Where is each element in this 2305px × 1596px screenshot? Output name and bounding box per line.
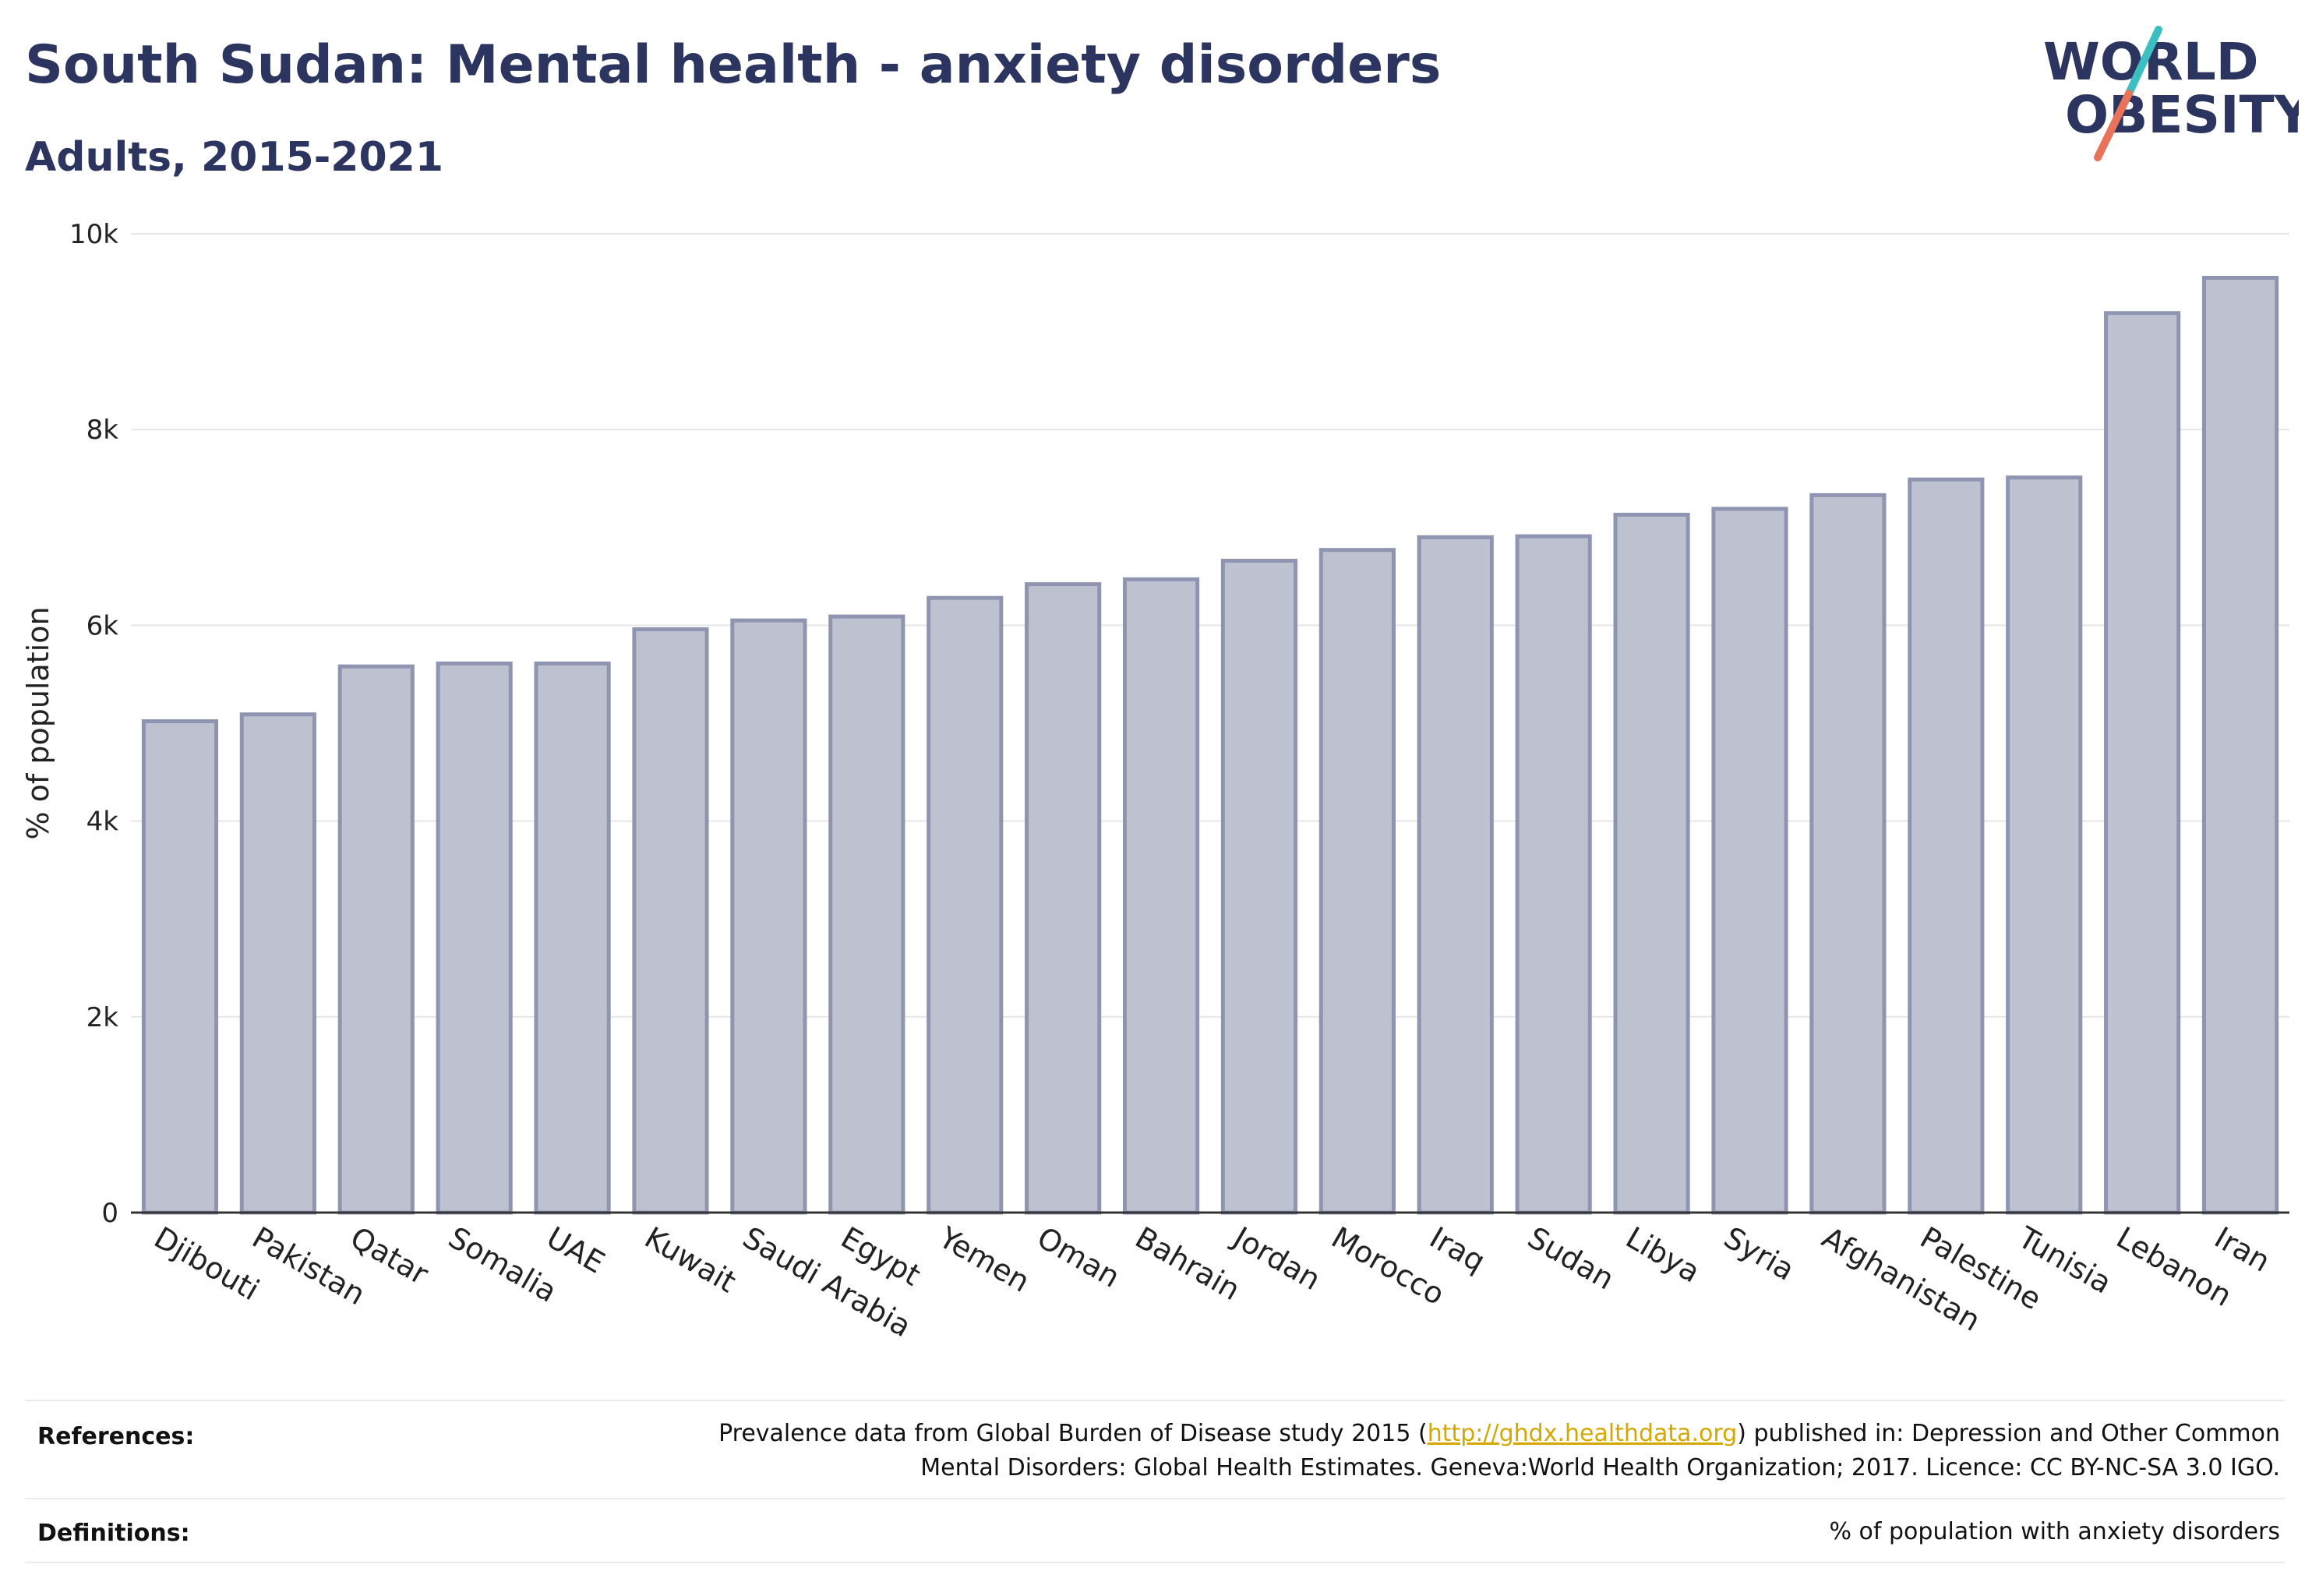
- bars: [141, 276, 2279, 1215]
- x-tick-label: Syria: [1718, 1220, 1800, 1287]
- x-tick-label: Djibouti: [148, 1220, 265, 1308]
- x-tick-label: Iran: [2209, 1220, 2276, 1279]
- bar-uae: [534, 661, 611, 1215]
- x-tick-label: Pakistan: [246, 1220, 371, 1312]
- x-tick-label: Sudan: [1522, 1220, 1620, 1297]
- definitions-label: Definitions:: [37, 1520, 190, 1547]
- references-text: Prevalence data from Global Burden of Di…: [718, 1417, 2280, 1485]
- y-tick-label: 8k: [86, 415, 119, 446]
- x-tick-label: Saudi Arabia: [737, 1220, 917, 1344]
- logo-slash-teal: [2125, 26, 2162, 97]
- bar-afghanistan: [1809, 493, 1887, 1215]
- world-obesity-logo: WORLD OBESITY: [2043, 26, 2299, 161]
- bar-kuwait: [632, 627, 709, 1215]
- definitions-text: % of population with anxiety disorders: [1829, 1518, 2280, 1545]
- references-link[interactable]: http://ghdx.healthdata.org: [1427, 1420, 1738, 1447]
- footer-divider-bottom: [25, 1562, 2285, 1563]
- bar-bahrain: [1122, 577, 1200, 1215]
- bar-djibouti: [141, 719, 219, 1215]
- x-tick-label: Iraq: [1424, 1220, 1491, 1279]
- references-label: References:: [37, 1423, 195, 1450]
- bar-syria: [1711, 507, 1788, 1215]
- bar-tunisia: [2006, 475, 2083, 1215]
- bar-egypt: [828, 614, 905, 1215]
- footer-divider-middle: [25, 1498, 2285, 1499]
- y-tick-label: 4k: [86, 807, 119, 838]
- y-tick-label: 6k: [86, 610, 119, 641]
- x-tick-label: UAE: [541, 1220, 610, 1280]
- bar-pakistan: [239, 712, 316, 1215]
- x-tick-label: Oman: [1032, 1220, 1126, 1294]
- references-post: ) published in: Depression and Other Com…: [1737, 1420, 2280, 1447]
- y-axis-ticks: 0 2k 4k 6k 8k 10k: [69, 219, 118, 1229]
- bar-qatar: [337, 664, 415, 1215]
- bar-palestine: [1908, 477, 1985, 1215]
- x-tick-label: Bahrain: [1130, 1220, 1246, 1308]
- chart-title: South Sudan: Mental health - anxiety dis…: [25, 34, 1442, 96]
- bar-oman: [1025, 582, 1102, 1215]
- y-tick-label: 2k: [86, 1002, 119, 1033]
- x-tick-label: Kuwait: [639, 1220, 742, 1300]
- y-tick-label: 0: [101, 1198, 118, 1229]
- chart-subtitle: Adults, 2015-2021: [25, 134, 444, 181]
- bar-iraq: [1417, 535, 1494, 1215]
- bar-jordan: [1220, 559, 1298, 1215]
- logo-line2: OBESITY: [2065, 85, 2299, 145]
- y-tick-label: 10k: [69, 219, 118, 250]
- bar-saudi-arabia: [730, 618, 807, 1215]
- x-tick-label: Somalia: [443, 1220, 563, 1309]
- logo-slash-coral: [2094, 90, 2133, 161]
- bar-somalia: [436, 661, 513, 1215]
- y-axis-title: % of population: [21, 606, 55, 839]
- bar-yemen: [927, 595, 1004, 1215]
- bar-sudan: [1515, 534, 1592, 1215]
- bar-iran: [2201, 276, 2279, 1215]
- references-line2: Mental Disorders: Global Health Estimate…: [920, 1454, 2280, 1481]
- references-pre: Prevalence data from Global Burden of Di…: [718, 1420, 1428, 1447]
- footer-divider-top: [25, 1400, 2285, 1401]
- bar-lebanon: [2104, 311, 2181, 1215]
- x-tick-label: Morocco: [1325, 1220, 1450, 1312]
- bar-libya: [1613, 512, 1690, 1215]
- bar-morocco: [1318, 548, 1396, 1215]
- x-tick-label: Libya: [1620, 1220, 1706, 1290]
- x-tick-label: Yemen: [933, 1220, 1036, 1299]
